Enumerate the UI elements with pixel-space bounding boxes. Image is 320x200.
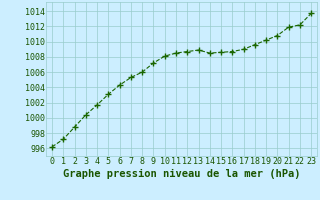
X-axis label: Graphe pression niveau de la mer (hPa): Graphe pression niveau de la mer (hPa) bbox=[63, 169, 300, 179]
